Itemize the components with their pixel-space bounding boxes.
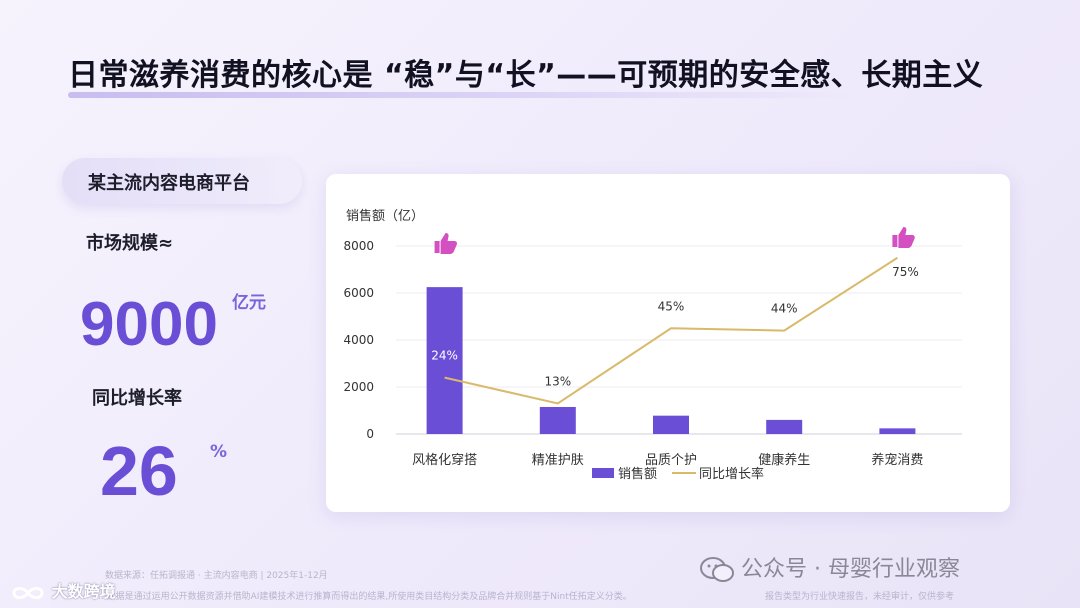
thumbs-up-icon-shape [892, 227, 915, 248]
growth-rate-label: 45% [658, 299, 685, 313]
infinity-logo-icon [12, 586, 44, 599]
growth-rate-label: 同比增长率 [92, 388, 182, 409]
bar-养宠消费 [879, 428, 916, 434]
thumbs-up-icon-shape [434, 233, 457, 254]
disclaimer-note: 报告类型为行业快速报告，未经审计，仅供参考 [765, 592, 955, 602]
legend-swatch-bar [592, 468, 614, 478]
market-size-unit: 亿元 [232, 293, 266, 313]
growth-rate-unit: % [210, 442, 228, 462]
y-tick-label: 0 [366, 427, 374, 441]
method-note: ...数据是通过运用公开数据资源并借助AI建模技术进行推算而得出的结果,所使用类… [98, 592, 632, 602]
thumbs-up-icon [434, 233, 457, 254]
source-note: 数据来源：任拓调报通 · 主流内容电商 | 2025年1-12月 [105, 571, 328, 581]
thumbs-up-icon [892, 227, 915, 248]
x-tick-label: 精准护肤 [532, 453, 584, 468]
x-tick-label: 风格化穿搭 [412, 452, 477, 468]
growth-rate-label: 24% [431, 349, 458, 363]
platform-name: 某主流内容电商平台 [88, 173, 250, 194]
bar-健康养生 [766, 419, 803, 434]
legend-label-bar: 销售额 [618, 466, 657, 482]
bar-品质个护 [653, 415, 689, 434]
y-tick-label: 2000 [343, 380, 374, 394]
platform-badge: 某主流内容电商平台 [62, 158, 302, 204]
watermark-left-text: 大数跨境 [51, 582, 116, 601]
legend-label-line: 同比增长率 [699, 466, 764, 482]
x-tick-label: 品质个护 [645, 453, 697, 468]
market-size-label: 市场规模≈ [86, 233, 174, 254]
bar-精准护肤 [539, 406, 576, 434]
growth-rate-line [444, 256, 898, 405]
page-title: 日常滋养消费的核心是 “稳”与“长”——可预期的安全感、长期主义 [68, 58, 984, 93]
growth-rate-label: 13% [544, 374, 571, 388]
growth-rate-value: 26 [100, 432, 178, 510]
market-size-value: 9000 [80, 290, 218, 359]
watermark-brand: 公众号 · 母婴行业观察 [700, 551, 960, 584]
growth-rate-label: 75% [892, 265, 919, 279]
watermark-left: 大数跨境 [10, 578, 116, 603]
chart-card: 销售额（亿） 0 2000 4000 6000 8000 风格化穿搭 精准护肤 品质个护 健康养生… [326, 174, 1010, 512]
y-tick-label: 6000 [343, 286, 374, 300]
watermark-brand-text: 公众号 · 母婴行业观察 [741, 557, 960, 582]
y-axis-title: 销售额（亿） [346, 208, 424, 224]
wechat-icon [700, 557, 734, 582]
title-underline [68, 92, 868, 98]
sales-growth-chart: 销售额（亿） 0 2000 4000 6000 8000 风格化穿搭 精准护肤 品质个护 健康养生… [343, 208, 962, 482]
x-tick-label: 养宠消费 [871, 452, 923, 468]
bar-风格化穿搭 [426, 287, 463, 434]
y-tick-label: 4000 [343, 333, 374, 347]
growth-rate-label: 44% [771, 302, 798, 316]
y-tick-label: 8000 [343, 239, 374, 253]
x-tick-label: 健康养生 [758, 452, 810, 468]
